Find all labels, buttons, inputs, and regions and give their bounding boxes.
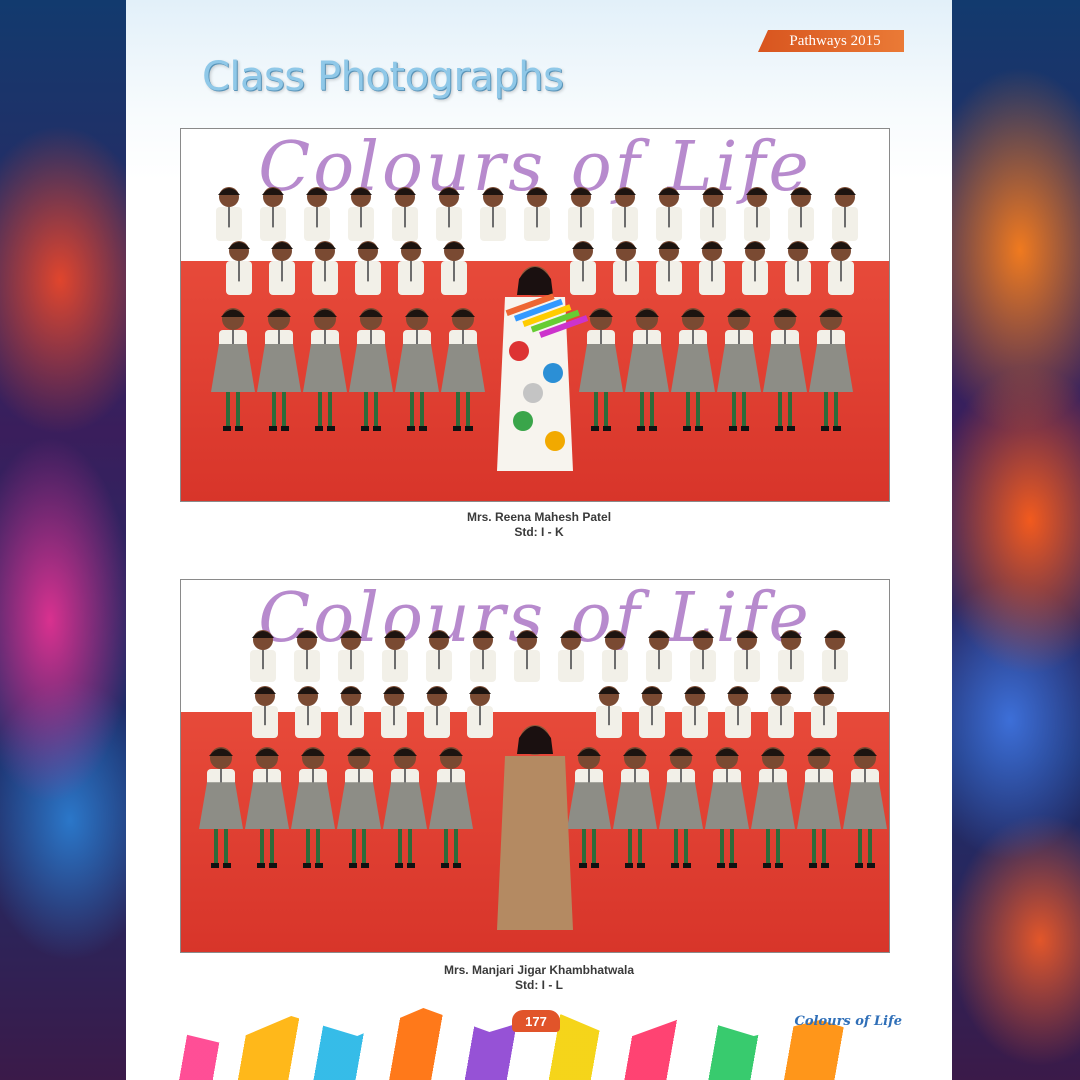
student-figure xyxy=(797,747,841,868)
student-figure xyxy=(381,686,407,738)
student-figure xyxy=(480,187,506,241)
student-figure xyxy=(291,747,335,868)
class-photo-1: Colours of Life xyxy=(180,128,890,502)
student-figure xyxy=(656,241,682,295)
student-figure xyxy=(395,308,439,431)
photo-1-caption: Mrs. Reena Mahesh Patel Std: I - K xyxy=(126,510,952,540)
student-figure xyxy=(257,308,301,431)
student-figure xyxy=(567,747,611,868)
student-figure xyxy=(828,241,854,295)
student-figure xyxy=(383,747,427,868)
student-figure xyxy=(570,241,596,295)
group-photo-figures xyxy=(199,630,887,930)
student-figure xyxy=(742,241,768,295)
class-photo-2: Colours of Life xyxy=(180,579,890,953)
student-figure xyxy=(596,686,622,738)
student-figure xyxy=(470,630,496,682)
student-figure xyxy=(426,630,452,682)
student-figure xyxy=(441,308,485,431)
student-figure xyxy=(312,241,338,295)
student-figure xyxy=(751,747,795,868)
student-figure xyxy=(250,630,276,682)
page-title: Class Photographs xyxy=(202,54,564,100)
student-figure xyxy=(441,241,467,295)
student-figure xyxy=(763,308,807,431)
class-standard: Std: I - L xyxy=(515,978,563,992)
student-figure xyxy=(699,241,725,295)
student-figure xyxy=(843,747,887,868)
magazine-page: Pathways 2015 Class Photographs Colours … xyxy=(126,0,952,1080)
student-figure xyxy=(744,187,770,241)
student-figure xyxy=(226,241,252,295)
photo-2-caption: Mrs. Manjari Jigar Khambhatwala Std: I -… xyxy=(126,963,952,993)
brand-logo-text: Colours of Life xyxy=(794,1014,902,1029)
student-figure xyxy=(348,187,374,241)
student-figure xyxy=(211,308,255,431)
student-figure xyxy=(349,308,393,431)
teacher-figure xyxy=(497,725,573,930)
student-figure xyxy=(424,686,450,738)
student-figure xyxy=(602,630,628,682)
student-figure xyxy=(269,241,295,295)
student-figure xyxy=(690,630,716,682)
pathways-ribbon: Pathways 2015 xyxy=(758,30,904,52)
teacher-figure xyxy=(497,266,589,471)
student-figure xyxy=(656,187,682,241)
student-figure xyxy=(398,241,424,295)
student-figure xyxy=(734,630,760,682)
ribbon-text: Pathways 2015 xyxy=(789,32,881,49)
student-figure xyxy=(646,630,672,682)
student-figure xyxy=(682,686,708,738)
student-figure xyxy=(822,630,848,682)
student-figure xyxy=(768,686,794,738)
student-figure xyxy=(338,686,364,738)
student-figure xyxy=(294,630,320,682)
student-figure xyxy=(579,308,623,431)
student-figure xyxy=(612,187,638,241)
page-number: 177 xyxy=(512,1010,560,1032)
student-figure xyxy=(778,630,804,682)
student-figure xyxy=(613,747,657,868)
teacher-name: Mrs. Manjari Jigar Khambhatwala xyxy=(443,963,635,977)
student-figure xyxy=(725,686,751,738)
student-figure xyxy=(613,241,639,295)
student-figure xyxy=(436,187,462,241)
student-figure xyxy=(659,747,703,868)
student-figure xyxy=(514,630,540,682)
student-figure xyxy=(558,630,584,682)
student-figure xyxy=(355,241,381,295)
group-photo-figures xyxy=(211,187,858,471)
student-figure xyxy=(429,747,473,868)
student-figure xyxy=(245,747,289,868)
student-figure xyxy=(625,308,669,431)
student-figure xyxy=(467,686,493,738)
student-figure xyxy=(260,187,286,241)
student-figure xyxy=(382,630,408,682)
student-figure xyxy=(785,241,811,295)
teacher-name: Mrs. Reena Mahesh Patel xyxy=(466,510,612,524)
student-figure xyxy=(788,187,814,241)
student-figure xyxy=(524,187,550,241)
student-figure xyxy=(303,308,347,431)
student-figure xyxy=(252,686,278,738)
student-figure xyxy=(199,747,243,868)
student-figure xyxy=(811,686,837,738)
student-figure xyxy=(700,187,726,241)
student-figure xyxy=(671,308,715,431)
student-figure xyxy=(705,747,749,868)
student-figure xyxy=(216,187,242,241)
student-figure xyxy=(717,308,761,431)
student-figure xyxy=(392,187,418,241)
student-figure xyxy=(338,630,364,682)
student-figure xyxy=(304,187,330,241)
student-figure xyxy=(295,686,321,738)
student-figure xyxy=(568,187,594,241)
student-figure xyxy=(337,747,381,868)
student-figure xyxy=(832,187,858,241)
student-figure xyxy=(639,686,665,738)
class-standard: Std: I - K xyxy=(514,525,564,539)
student-figure xyxy=(809,308,853,431)
